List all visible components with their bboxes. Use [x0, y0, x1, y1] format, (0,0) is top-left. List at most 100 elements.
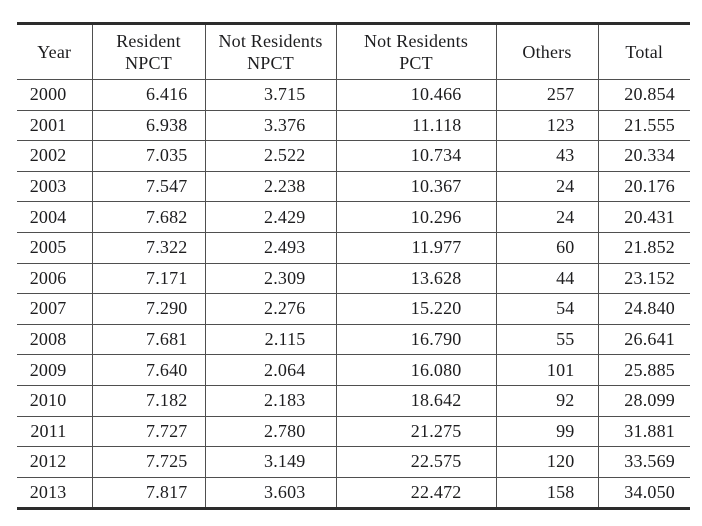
cell-total: 21.852	[597, 232, 690, 264]
cell-year: 2012	[17, 446, 92, 478]
cell-not-residents-npct: 2.309	[204, 263, 336, 295]
table-row: 2009 7.640 2.064 16.080 101 25.885	[17, 354, 690, 386]
cell-not-residents-pct: 10.734	[335, 140, 496, 172]
cell-resident-npct: 7.547	[91, 171, 205, 203]
cell-resident-npct: 6.416	[91, 79, 205, 111]
cell-resident-npct: 7.725	[91, 446, 205, 478]
cell-total: 20.431	[597, 201, 690, 233]
cell-not-residents-pct: 16.080	[335, 354, 496, 386]
header-others: Others	[495, 23, 598, 80]
cell-not-residents-npct: 3.715	[204, 79, 336, 111]
cell-not-residents-npct: 2.780	[204, 416, 336, 448]
cell-not-residents-npct: 3.376	[204, 110, 336, 142]
cell-resident-npct: 7.171	[91, 263, 205, 295]
statistics-table: Year Resident NPCT Not Residents NPCT No…	[17, 22, 690, 511]
cell-total: 26.641	[597, 324, 690, 356]
cell-year: 2013	[29, 482, 67, 503]
table-row: 2002 7.035 2.522 10.734 43 20.334	[17, 140, 690, 172]
cell-resident-npct: 7.290	[91, 293, 205, 325]
cell-not-residents-npct: 2.429	[204, 201, 336, 233]
table-row: 2008 7.681 2.115 16.790 55 26.641	[17, 324, 690, 356]
header-resident-npct: Resident NPCT	[91, 23, 205, 80]
cell-total: 20.854	[597, 79, 690, 111]
cell-year: 2005	[17, 232, 92, 264]
cell-not-residents-npct: 2.493	[204, 232, 336, 264]
cell-not-residents-npct: 2.522	[204, 140, 336, 172]
table-row: 2006 7.171 2.309 13.628 44 23.152	[17, 263, 690, 295]
cell-year: 2007	[17, 293, 92, 325]
cell-total: 24.840	[597, 293, 690, 325]
cell-others: 55	[495, 324, 598, 356]
header-not-residents-npct: Not Residents NPCT	[204, 23, 336, 80]
table-row: 2000 6.416 3.715 10.466 257 20.854	[17, 79, 690, 111]
cell-others: 54	[495, 293, 598, 325]
cell-not-residents-npct: 3.603	[204, 477, 336, 509]
cell-not-residents-pct: 18.642	[335, 385, 496, 417]
cell-total: 28.099	[597, 385, 690, 417]
cell-others: 60	[495, 232, 598, 264]
cell-year: 2010	[17, 385, 92, 417]
cell-others: 101	[495, 354, 598, 386]
cell-others: 99	[495, 416, 598, 448]
cell-total: 34.050	[597, 477, 690, 509]
cell-total: 20.176	[597, 171, 690, 203]
table-row: 2010 7.182 2.183 18.642 92 28.099	[17, 385, 690, 417]
cell-others: 43	[495, 140, 598, 172]
table-row: 2003 7.547 2.238 10.367 24 20.176	[17, 171, 690, 203]
cell-year: 2009	[17, 354, 92, 386]
cell-resident-npct: 7.817	[91, 477, 205, 509]
cell-not-residents-npct: 2.238	[204, 171, 336, 203]
cell-year: 2006	[17, 263, 92, 295]
cell-not-residents-npct: 2.183	[204, 385, 336, 417]
cell-total: 25.885	[597, 354, 690, 386]
cell-resident-npct: 7.035	[91, 140, 205, 172]
cell-year: 2003	[17, 171, 92, 203]
cell-year: 2002	[17, 140, 92, 172]
cell-resident-npct: 6.938	[91, 110, 205, 142]
cell-not-residents-npct: 2.115	[204, 324, 336, 356]
cell-resident-npct: 7.727	[91, 416, 205, 448]
table-row: 2012 7.725 3.149 22.575 120 33.569	[17, 446, 690, 478]
cell-not-residents-pct: 10.296	[335, 201, 496, 233]
table-header-row: Year Resident NPCT Not Residents NPCT No…	[17, 23, 690, 80]
cell-year: 2000	[17, 79, 92, 111]
cell-year: 2004	[17, 201, 92, 233]
cell-total: 20.334	[597, 140, 690, 172]
cell-resident-npct: 7.322	[91, 232, 205, 264]
cell-total: 23.152	[597, 263, 690, 295]
cell-total: 21.555	[597, 110, 690, 142]
cell-not-residents-pct: 10.466	[335, 79, 496, 111]
cell-year: 2011	[17, 416, 92, 448]
cell-not-residents-pct: 10.367	[335, 171, 496, 203]
cell-resident-npct: 7.640	[91, 354, 205, 386]
cell-others: 120	[495, 446, 598, 478]
cell-not-residents-pct: 16.790	[335, 324, 496, 356]
cell-others: 158	[495, 477, 598, 509]
cell-others: 24	[495, 171, 598, 203]
cell-not-residents-pct: 11.118	[335, 110, 496, 142]
cell-others: 24	[495, 201, 598, 233]
table-row: 2013 7.817 3.603 22.472 158 34.050	[17, 477, 690, 509]
cell-others: 123	[495, 110, 598, 142]
cell-not-residents-pct: 11.977	[335, 232, 496, 264]
cell-not-residents-pct: 22.472	[335, 477, 496, 509]
cell-not-residents-npct: 2.064	[204, 354, 336, 386]
cell-resident-npct: 7.682	[91, 201, 205, 233]
cell-year: 2008	[17, 324, 92, 356]
table-row: 2004 7.682 2.429 10.296 24 20.431	[17, 201, 690, 233]
table-row: 2011 7.727 2.780 21.275 99 31.881	[17, 416, 690, 448]
cell-not-residents-npct: 2.276	[204, 293, 336, 325]
cell-resident-npct: 7.681	[91, 324, 205, 356]
cell-total: 31.881	[597, 416, 690, 448]
table-row: 2001 6.938 3.376 11.118 123 21.555	[17, 110, 690, 142]
table-row: 2005 7.322 2.493 11.977 60 21.852	[17, 232, 690, 264]
cell-others: 257	[495, 79, 598, 111]
table-row: 2007 7.290 2.276 15.220 54 24.840	[17, 293, 690, 325]
cell-others: 44	[495, 263, 598, 295]
cell-year: 2001	[17, 110, 92, 142]
cell-not-residents-pct: 21.275	[335, 416, 496, 448]
cell-resident-npct: 7.182	[91, 385, 205, 417]
cell-not-residents-pct: 15.220	[335, 293, 496, 325]
header-total: Total	[597, 23, 690, 80]
